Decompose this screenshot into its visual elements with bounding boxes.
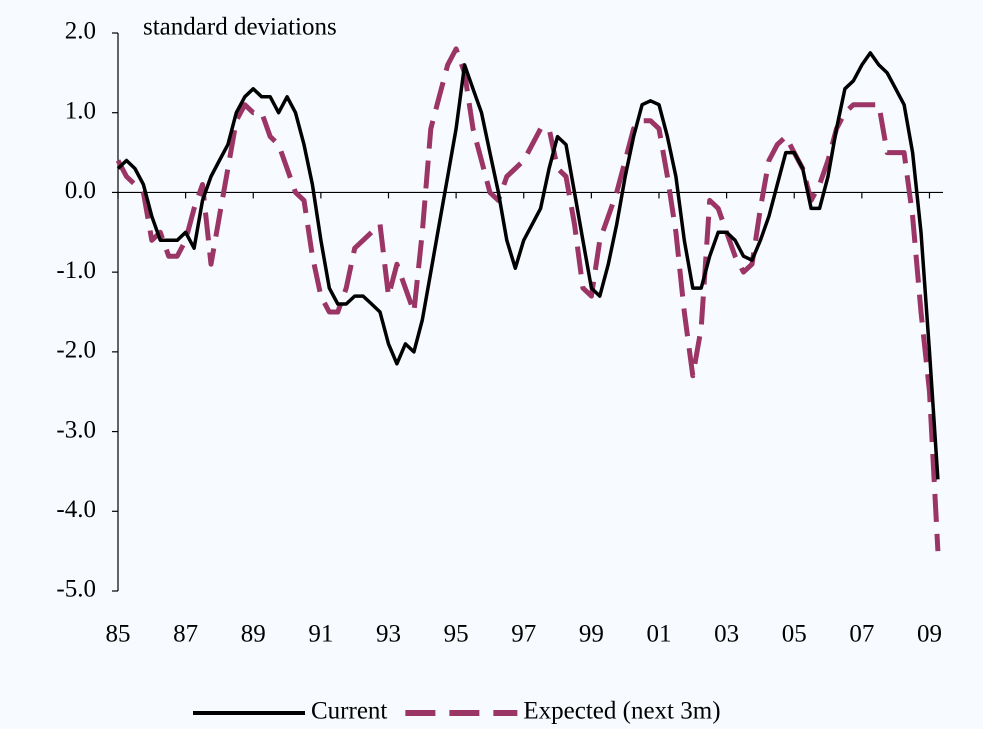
y-tick-label: 0.0 [65, 177, 96, 204]
x-tick-label: 91 [308, 621, 333, 648]
legend-label: Current [311, 698, 387, 725]
series-line [116, 51, 940, 480]
y-tick-label: -3.0 [56, 416, 96, 443]
y-tick-label: -4.0 [56, 496, 96, 523]
y-tick-label: 2.0 [65, 18, 96, 45]
x-tick-label: 85 [106, 621, 131, 648]
y-tick-label: -5.0 [56, 576, 96, 603]
x-tick-label: 07 [849, 621, 874, 648]
x-tick-label: 05 [782, 621, 807, 648]
x-tick-label: 99 [579, 621, 604, 648]
x-tick-label: 09 [917, 621, 942, 648]
y-axis-label: standard deviations [143, 14, 337, 41]
y-tick-label: -2.0 [56, 337, 96, 364]
x-tick-label: 89 [241, 621, 266, 648]
y-tick-label: -1.0 [56, 257, 96, 284]
y-tick-label: 1.0 [65, 97, 96, 124]
x-tick-label: 93 [376, 621, 401, 648]
x-tick-label: 97 [511, 621, 536, 648]
x-tick-label: 01 [646, 621, 671, 648]
x-tick-label: 95 [444, 621, 469, 648]
legend-label: Expected (next 3m) [523, 698, 720, 725]
x-tick-label: 87 [173, 621, 198, 648]
x-tick-label: 03 [714, 621, 739, 648]
